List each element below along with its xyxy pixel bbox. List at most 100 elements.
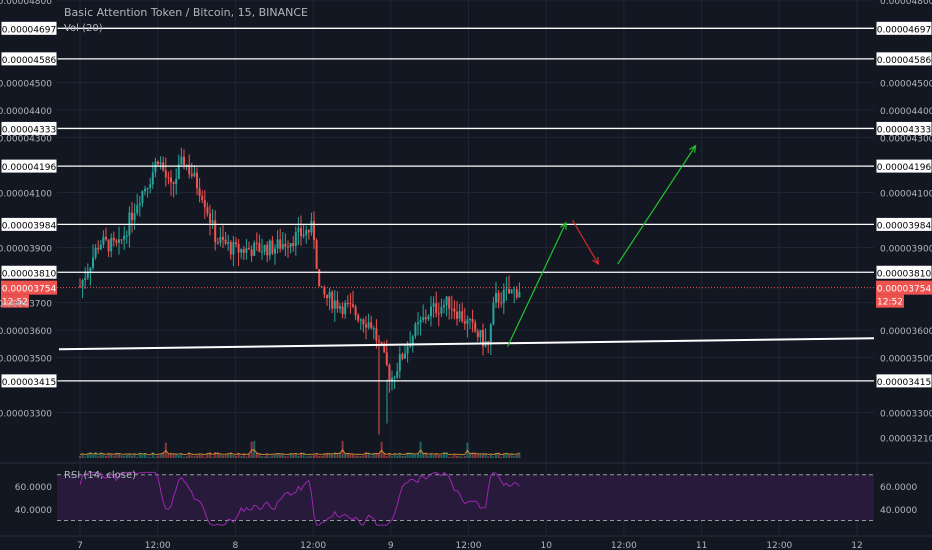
x-tick-label: 12 xyxy=(851,541,862,550)
candle-body xyxy=(448,296,451,309)
volume-bar xyxy=(307,455,310,458)
volume-bar xyxy=(102,453,105,458)
volume-bar xyxy=(240,456,243,458)
countdown-tag-label: 12:52 xyxy=(2,298,28,308)
candle-body xyxy=(133,213,136,221)
candle-body xyxy=(222,236,224,240)
x-tick-label: 7 xyxy=(77,541,83,550)
volume-bar xyxy=(492,456,495,458)
candle-body xyxy=(146,187,149,190)
volume-bar xyxy=(333,452,336,458)
candle-body xyxy=(105,236,107,240)
rsi-indicator-label: RSI (14, close) xyxy=(64,470,136,481)
candle-body xyxy=(359,319,362,321)
rsi-tick-label-left: 60.0000 xyxy=(15,483,52,493)
level-tag xyxy=(875,216,932,232)
drawings[interactable] xyxy=(58,144,875,351)
volume-bar xyxy=(180,453,183,458)
volume-bar xyxy=(411,453,414,458)
level-tag xyxy=(875,20,932,36)
level-tag xyxy=(0,373,58,389)
candle-body xyxy=(515,289,518,298)
candle-body xyxy=(190,174,193,177)
volume-bar xyxy=(401,456,404,458)
candle-body xyxy=(118,239,120,243)
candle-body xyxy=(432,303,435,307)
x-tick-label: 12:00 xyxy=(300,541,326,550)
volume-bar xyxy=(508,454,510,458)
candle-body xyxy=(209,213,211,224)
volume-bar xyxy=(97,456,100,458)
candle-body xyxy=(149,184,152,188)
rsi-band xyxy=(57,474,874,521)
candle-body xyxy=(266,244,269,256)
level-tag xyxy=(875,264,932,280)
candle-body xyxy=(370,322,373,329)
volume-bar xyxy=(144,453,146,458)
volume-bar xyxy=(209,452,211,458)
volume-bar xyxy=(133,453,136,458)
candle-body xyxy=(453,308,456,312)
last-price-tag xyxy=(1,280,57,295)
volume-bar xyxy=(489,454,492,458)
horizontal-levels[interactable]: 0.00004697 0.00004697 0.00004586 0.00004586… xyxy=(0,20,932,389)
volume-bar xyxy=(315,453,318,458)
countdown-tag xyxy=(1,294,29,308)
candle-body xyxy=(151,172,154,185)
volume-bar xyxy=(331,454,334,458)
candle-body xyxy=(333,300,336,309)
candle-body xyxy=(292,243,295,246)
candle-body xyxy=(99,244,102,250)
candle-body xyxy=(206,207,209,214)
volume-bar xyxy=(359,456,362,458)
volume-bar xyxy=(136,456,139,458)
candle-body xyxy=(235,242,237,244)
x-tick-label: 11 xyxy=(696,541,707,550)
candle-body xyxy=(102,236,105,245)
volume-bar xyxy=(510,454,513,458)
volume-bar xyxy=(487,456,490,458)
volume-bar xyxy=(151,452,154,458)
candle-body xyxy=(341,306,344,315)
y-tick-label-left: 0.00004400 xyxy=(0,107,52,117)
volume-bar xyxy=(81,454,84,458)
candle-body xyxy=(365,324,367,328)
volume-bar xyxy=(92,454,94,458)
volume-bar xyxy=(313,455,315,458)
volume-bar xyxy=(279,453,282,458)
y-tick-label-left: 0.00004500 xyxy=(0,80,52,90)
candle-body xyxy=(344,302,347,315)
candle-body xyxy=(380,341,383,345)
volume-bar xyxy=(149,456,152,458)
candle-body xyxy=(495,293,497,303)
volume-bar xyxy=(378,453,380,458)
volume-bar xyxy=(196,455,198,458)
volume-bar xyxy=(505,453,508,458)
level-tag xyxy=(875,158,932,174)
volume-bar xyxy=(484,453,487,458)
candle-body xyxy=(86,272,89,278)
candle-body xyxy=(396,371,399,378)
candle-body xyxy=(445,296,448,305)
volume-bar xyxy=(435,453,438,458)
volume-bar xyxy=(193,456,196,458)
volume-bar xyxy=(349,454,352,458)
volume-bar xyxy=(404,455,406,458)
candle-body xyxy=(310,221,313,233)
volume-bar xyxy=(258,453,261,458)
volume-bar xyxy=(185,456,188,458)
volume-bar xyxy=(448,456,451,458)
candle-body xyxy=(120,239,123,241)
level-tag xyxy=(0,20,58,36)
candle-body xyxy=(354,306,357,316)
candle-body xyxy=(180,156,183,165)
volume-bar xyxy=(383,453,386,458)
volume-bar xyxy=(458,455,461,458)
volume-bar xyxy=(497,452,500,458)
candle-body xyxy=(141,191,144,204)
level-tag xyxy=(0,51,58,67)
x-tick-label: 9 xyxy=(388,541,394,550)
